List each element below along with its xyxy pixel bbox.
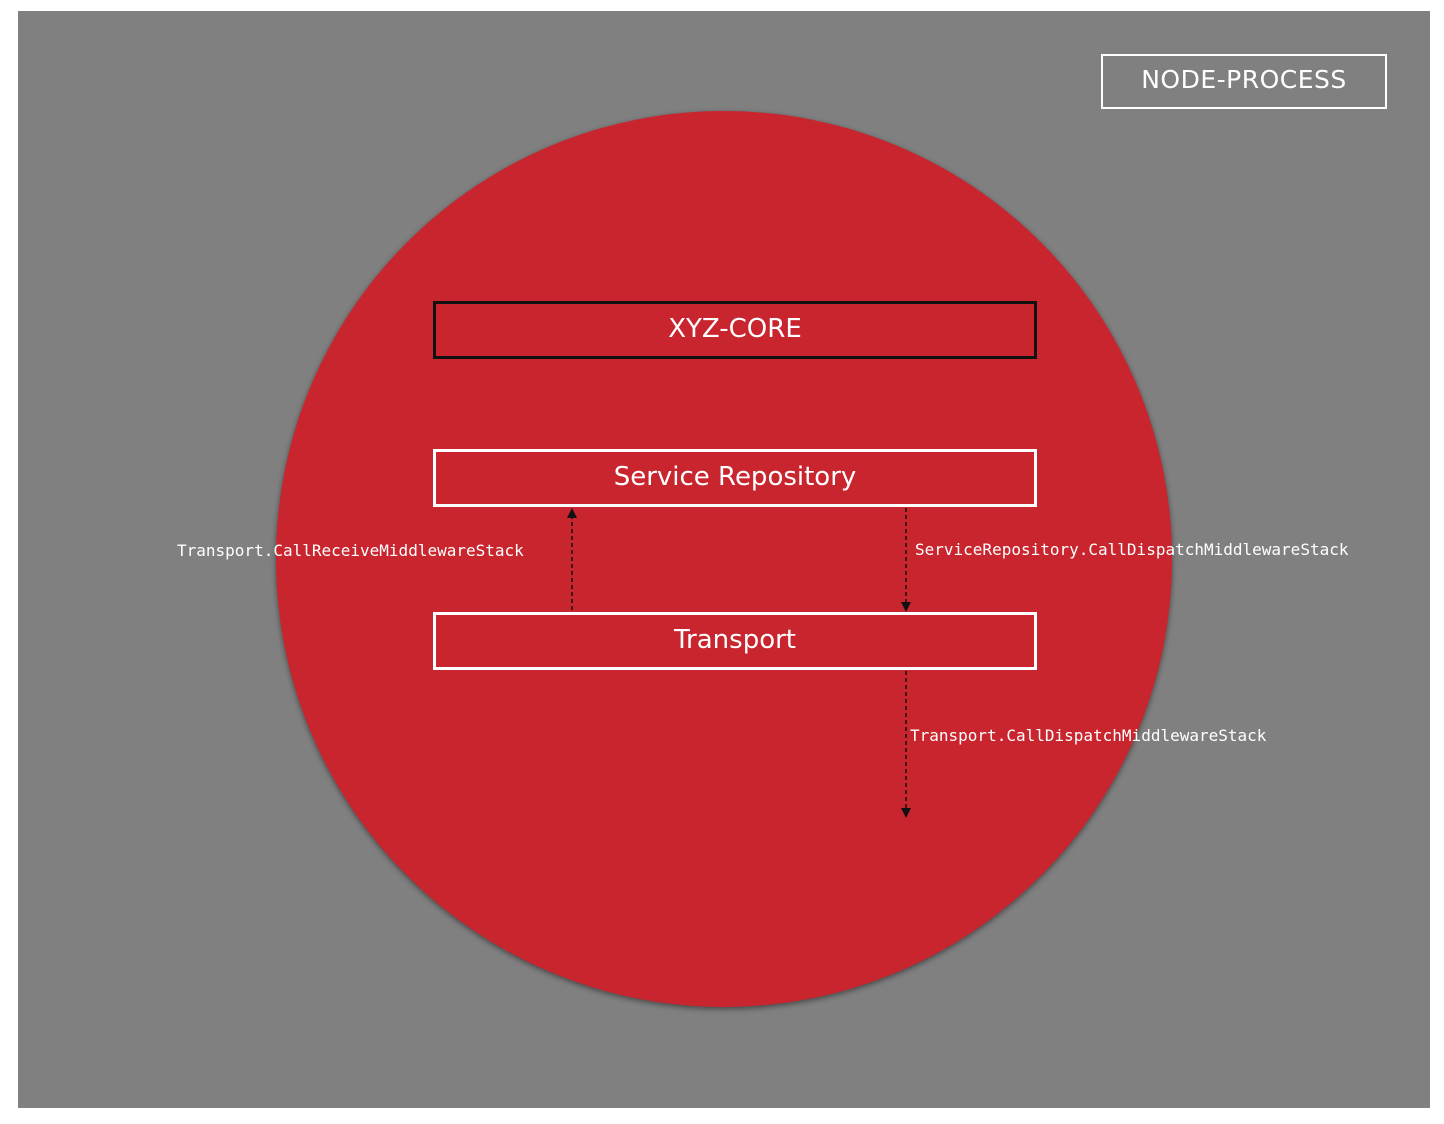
- service-repository-box: Service Repository: [433, 449, 1037, 507]
- xyz-process-circle: [276, 111, 1172, 1007]
- node-process-label: NODE-PROCESS: [1101, 54, 1387, 109]
- transport-dispatch-middleware-label: Transport.CallDispatchMiddlewareStack: [910, 726, 1267, 745]
- repo-dispatch-middleware-label: ServiceRepository.CallDispatchMiddleware…: [915, 540, 1349, 559]
- transport-box: Transport: [433, 612, 1037, 670]
- xyz-core-box: XYZ-CORE: [433, 301, 1037, 359]
- receive-middleware-label: Transport.CallReceiveMiddlewareStack: [177, 541, 524, 560]
